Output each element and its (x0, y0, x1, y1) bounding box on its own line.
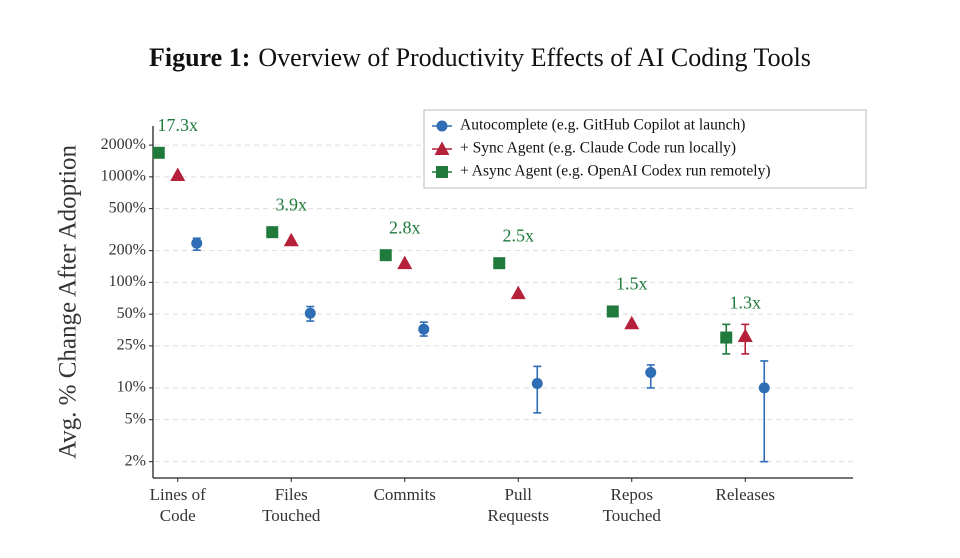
y-tick-label: 5% (125, 410, 146, 427)
dot (418, 323, 430, 335)
y-tick-label: 100% (109, 273, 146, 290)
dot (510, 285, 526, 300)
legend-box (423, 109, 867, 189)
y-tick-label: 10% (117, 379, 146, 396)
dot (170, 167, 186, 182)
dot (266, 226, 279, 239)
y-axis-label: Avg. % Change After Adoption (55, 144, 82, 459)
dot (191, 237, 203, 249)
x-tick-label: Commits (373, 485, 436, 504)
dot (379, 249, 392, 262)
chart-title-group: Figure 1: Overview of Productivity Effect… (149, 43, 811, 72)
dot (720, 331, 733, 344)
y-tick-label: 200% (109, 241, 146, 258)
x-tick-label: Files Touched (262, 485, 321, 525)
y-tick-label: 500% (109, 199, 146, 216)
dot (283, 232, 299, 247)
dot (436, 120, 448, 132)
legend-label: Autocomplete (e.g. GitHub Copilot at lau… (460, 117, 745, 134)
dot (606, 305, 619, 318)
dot (436, 166, 448, 178)
dot (397, 255, 413, 270)
y-tick-label: 2% (125, 452, 146, 469)
dot (645, 366, 657, 378)
dot (737, 328, 753, 343)
dot (152, 146, 165, 159)
x-tick-label: Pull Requests (487, 485, 549, 525)
error-bar (760, 360, 769, 463)
dot (531, 378, 543, 390)
y-tick-label: 50% (117, 305, 146, 322)
dot (624, 315, 640, 330)
annotation: 1.3x (730, 292, 762, 312)
title-label: Figure 1: (149, 43, 250, 72)
annotation: 2.8x (389, 217, 421, 237)
annotation: 1.5x (616, 274, 648, 294)
x-tick-label: Lines of Code (149, 485, 206, 525)
dot (434, 141, 450, 155)
error-bar (533, 365, 542, 414)
annotation: 17.3x (158, 115, 199, 135)
annotation: 2.5x (503, 225, 535, 245)
y-tick-label: 1000% (101, 168, 146, 185)
legend-label: + Async Agent (e.g. OpenAI Codex run rem… (460, 163, 771, 180)
dot (493, 257, 506, 270)
y-tick-label: 25% (117, 337, 146, 354)
dot (304, 307, 316, 319)
y-tick-label: 2000% (101, 136, 146, 153)
x-tick-label: Releases (715, 485, 775, 504)
x-tick-label: Repos Touched (602, 485, 661, 525)
chart-title: Overview of Productivity Effects of AI C… (258, 43, 811, 72)
dot (758, 382, 770, 394)
annotation: 3.9x (276, 194, 308, 214)
legend-label: + Sync Agent (e.g. Claude Code run local… (460, 140, 736, 157)
